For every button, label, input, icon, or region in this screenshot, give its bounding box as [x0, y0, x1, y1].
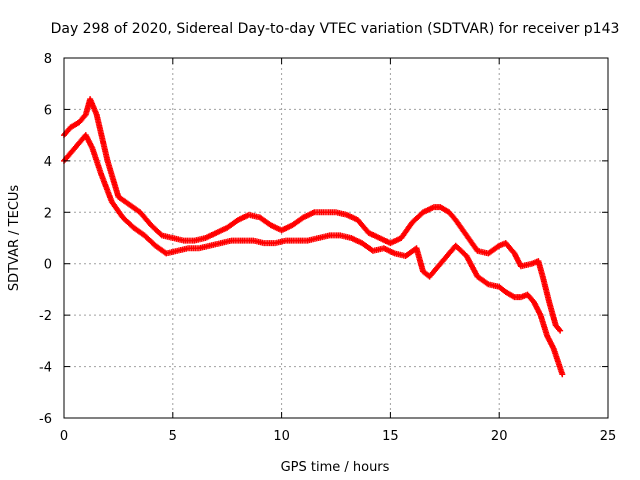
y-tick-label: 4 [44, 155, 52, 170]
y-tick-label: -4 [39, 361, 52, 376]
y-tick-label: -2 [39, 309, 52, 324]
data-point-marker [157, 231, 164, 238]
x-tick-label: 25 [600, 429, 617, 444]
y-axis-label: SDTVAR / TECUs [7, 185, 22, 292]
x-tick-label: 5 [169, 429, 177, 444]
x-tick-label: 10 [273, 429, 290, 444]
x-tick-label: 0 [60, 429, 68, 444]
data-point-marker [557, 327, 564, 334]
data-points [61, 96, 566, 378]
y-tick-label: -6 [39, 412, 52, 427]
plot-frame [63, 57, 609, 419]
y-tick-label: 8 [44, 52, 52, 67]
axes: 0 5 10 15 20 25 -6 -4 -2 0 2 4 6 8 [39, 52, 616, 444]
x-tick-label: 20 [491, 429, 508, 444]
grid [64, 58, 608, 418]
x-axis-label: GPS time / hours [281, 460, 390, 475]
chart-title: Day 298 of 2020, Sidereal Day-to-day VTE… [51, 21, 620, 37]
y-tick-label: 6 [44, 103, 52, 118]
data-point-marker [559, 371, 566, 378]
y-tick-label: 2 [44, 206, 52, 221]
x-tick-label: 15 [382, 429, 399, 444]
y-tick-label: 0 [44, 258, 52, 273]
